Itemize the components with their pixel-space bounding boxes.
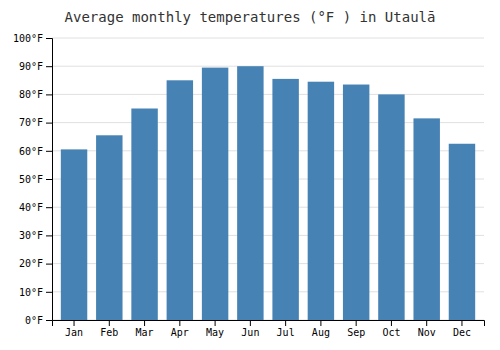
x-tick: Aug	[312, 320, 330, 338]
y-tick-label: 30°F	[19, 230, 43, 241]
x-tick-mark	[356, 320, 357, 326]
x-tick: Oct	[382, 320, 400, 338]
y-tick: 90°F	[19, 61, 52, 72]
y-tick: 20°F	[19, 258, 52, 269]
y-tick-mark	[46, 179, 52, 180]
y-tick: 60°F	[19, 146, 52, 157]
y-tick-label: 70°F	[19, 117, 43, 128]
y-tick-label: 80°F	[19, 89, 43, 100]
x-tick: May	[206, 320, 224, 338]
bar	[378, 94, 404, 320]
bar	[272, 79, 298, 320]
y-tick-label: 50°F	[19, 174, 43, 185]
y-tick-mark	[46, 264, 52, 265]
bar	[449, 144, 475, 320]
y-tick-mark	[46, 235, 52, 236]
x-tick-mark	[74, 320, 75, 326]
bar	[308, 82, 334, 320]
x-tick-mark	[179, 320, 180, 326]
bar	[237, 66, 263, 320]
y-tick-mark	[46, 66, 52, 67]
y-tick-mark	[46, 151, 52, 152]
y-tick: 80°F	[19, 89, 52, 100]
chart-title: Average monthly temperatures (°F ) in Ut…	[65, 9, 436, 25]
x-tick-mark	[250, 320, 251, 326]
x-tick: Nov	[418, 320, 436, 338]
grid	[52, 38, 484, 320]
y-tick: 30°F	[19, 230, 52, 241]
y-tick-mark	[46, 320, 52, 321]
x-tick-label: Jun	[241, 327, 259, 338]
bar	[96, 135, 122, 320]
x-axis-line	[53, 321, 485, 327]
y-tick-mark	[46, 123, 52, 124]
y-tick-label: 60°F	[19, 146, 43, 157]
bar	[61, 149, 87, 320]
x-tick-mark	[215, 320, 216, 326]
y-tick: 70°F	[19, 117, 52, 128]
bar	[202, 68, 228, 320]
x-tick-mark	[320, 320, 321, 326]
x-tick: Mar	[136, 320, 154, 338]
y-tick-label: 90°F	[19, 61, 43, 72]
x-tick: Apr	[171, 320, 189, 338]
y-tick-mark	[46, 94, 52, 95]
bar	[343, 85, 369, 320]
x-tick-label: Oct	[382, 327, 400, 338]
x-tick-mark	[461, 320, 462, 326]
y-tick-mark	[46, 38, 52, 39]
y-tick: 100°F	[13, 33, 52, 44]
x-tick: Jan	[65, 320, 83, 338]
x-tick: Jun	[241, 320, 259, 338]
x-tick-label: Jul	[277, 327, 295, 338]
x-tick-label: Mar	[136, 327, 154, 338]
chart-container: Average monthly temperatures (°F ) in Ut…	[0, 0, 500, 350]
x-tick-label: Feb	[100, 327, 118, 338]
x-tick-label: Nov	[418, 327, 436, 338]
y-tick-mark	[46, 207, 52, 208]
x-tick-label: Jan	[65, 327, 83, 338]
x-axis: Jan Feb Mar Apr May Jun Jul Aug Sep Oct Nov Dec	[53, 320, 485, 338]
plot-area: 0°F 10°F 20°F 30°F 40°F 50°F 60°F 70°F 80°F 90°F 1…	[13, 33, 485, 338]
y-tick: 0°F	[25, 315, 52, 326]
y-axis-line	[46, 39, 53, 321]
x-tick-mark	[285, 320, 286, 326]
x-tick: Jul	[277, 320, 295, 338]
chart-svg: Average monthly temperatures (°F ) in Ut…	[0, 0, 500, 350]
y-tick-label: 40°F	[19, 202, 43, 213]
y-tick-mark	[46, 292, 52, 293]
x-tick: Dec	[453, 320, 471, 338]
x-tick: Sep	[347, 320, 365, 338]
x-tick-mark	[109, 320, 110, 326]
bar	[131, 109, 157, 321]
grid-line	[52, 38, 484, 39]
bars	[61, 66, 475, 320]
y-tick: 40°F	[19, 202, 52, 213]
x-tick-label: Sep	[347, 327, 365, 338]
y-tick: 50°F	[19, 174, 52, 185]
y-tick-label: 10°F	[19, 287, 43, 298]
x-tick-mark	[391, 320, 392, 326]
y-tick: 10°F	[19, 287, 52, 298]
x-tick-label: Aug	[312, 327, 330, 338]
x-tick-label: Dec	[453, 327, 471, 338]
grid-line	[52, 66, 484, 67]
x-tick-mark	[426, 320, 427, 326]
x-tick-label: May	[206, 327, 224, 338]
grid-line	[52, 94, 484, 95]
x-tick-mark	[144, 320, 145, 326]
y-axis: 0°F 10°F 20°F 30°F 40°F 50°F 60°F 70°F 80°F 90°F 1…	[13, 33, 53, 326]
x-tick: Feb	[100, 320, 118, 338]
y-tick-label: 100°F	[13, 33, 43, 44]
x-tick-label: Apr	[171, 327, 189, 338]
bar	[413, 118, 439, 320]
bar	[167, 80, 193, 320]
y-tick-label: 20°F	[19, 258, 43, 269]
y-tick-label: 0°F	[25, 315, 43, 326]
